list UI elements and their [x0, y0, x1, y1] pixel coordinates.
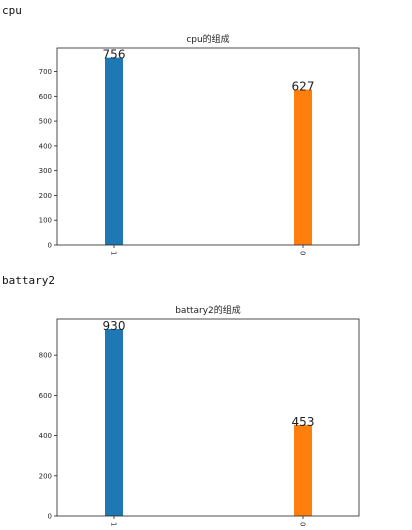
battary2-chart: battary2的组成 930 1 453 0 0 200 400 600 800 [39, 304, 360, 526]
section-label-battary2: battary2 [2, 274, 55, 287]
value-label-0: 627 [292, 80, 315, 94]
section-label-cpu: cpu [2, 4, 22, 17]
cpu-chart: cpu的组成 756 1 627 0 0 100 200 300 400 500 600 700 [39, 33, 360, 255]
y-tick-label: 100 [39, 217, 52, 225]
plot-frame [56, 47, 360, 246]
y-tick-label: 300 [39, 167, 52, 175]
x-tick-label-0: 0 [299, 522, 307, 526]
y-tick-label: 500 [39, 118, 52, 126]
y-tick-label: 700 [39, 68, 52, 76]
y-tick-label: 800 [39, 352, 52, 360]
x-tick-label-1: 1 [110, 522, 118, 526]
y-tick-label: 600 [39, 392, 52, 400]
bar-0 [294, 424, 312, 516]
value-label-0: 453 [292, 415, 315, 429]
y-tick-label: 600 [39, 93, 52, 101]
value-label-1: 930 [103, 319, 126, 333]
value-label-1: 756 [103, 48, 126, 62]
chart-title: cpu的组成 [186, 33, 229, 45]
y-tick-label: 400 [39, 432, 52, 440]
plot-frame [56, 318, 360, 517]
x-tick-label-1: 1 [110, 251, 118, 255]
y-tick-label: 200 [39, 192, 52, 200]
y-tick-label: 400 [39, 142, 52, 150]
y-tick-label: 0 [48, 242, 52, 250]
y-tick-label: 0 [48, 513, 52, 521]
x-tick-label-0: 0 [299, 251, 307, 255]
bar-0 [294, 89, 312, 245]
bar-1 [105, 57, 123, 245]
bar-1 [105, 329, 123, 516]
y-tick-label: 200 [39, 472, 52, 480]
chart-title: battary2的组成 [175, 304, 241, 316]
